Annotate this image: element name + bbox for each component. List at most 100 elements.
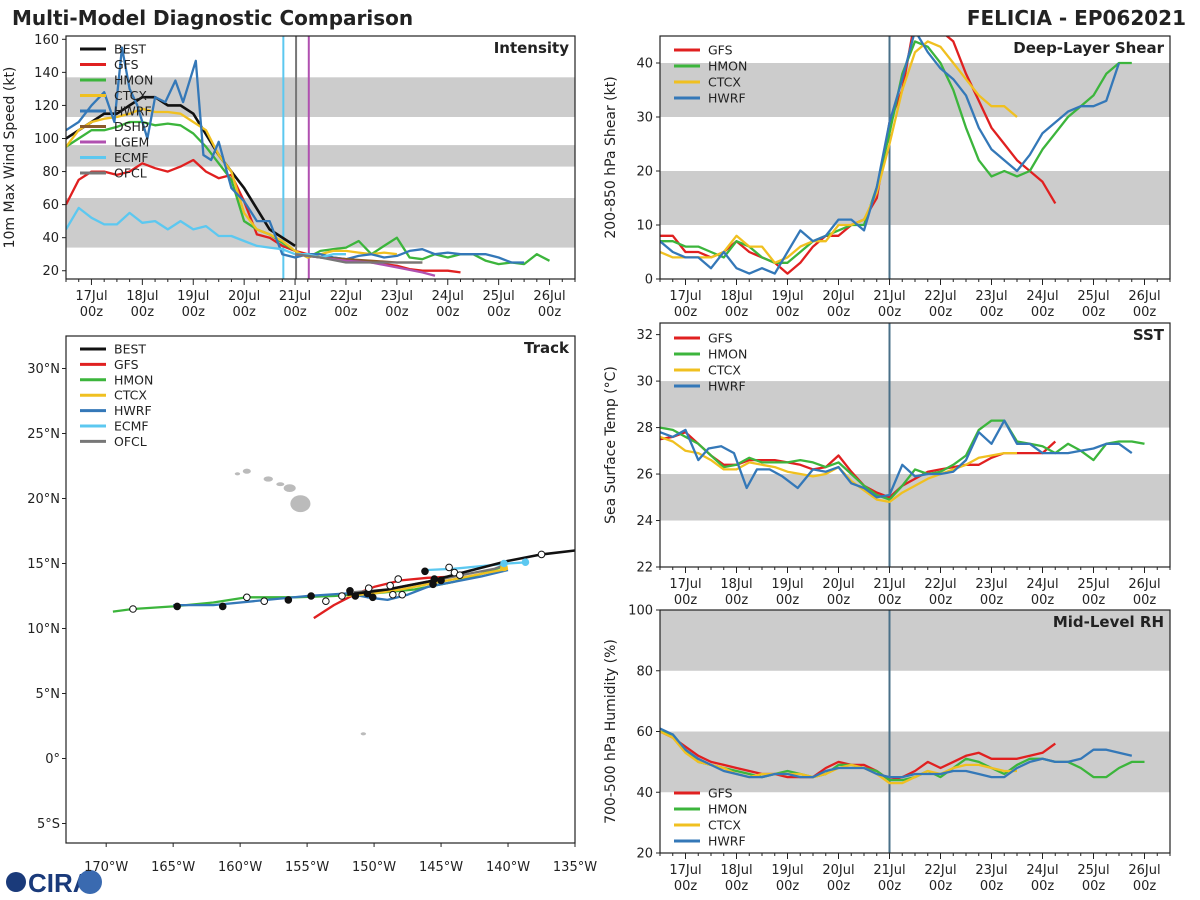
rh-title: Mid-Level RH — [1053, 613, 1164, 631]
rh-xtick-date-7: 24Jul — [1026, 863, 1058, 878]
sst-xtick-date-9: 26Jul — [1128, 577, 1160, 592]
track-point-5 — [284, 596, 293, 604]
intensity-xtick-date-9: 26Jul — [533, 289, 565, 304]
island-3 — [290, 495, 311, 513]
sst-legend-label-hwrf: HWRF — [708, 379, 746, 394]
rh-legend-label-gfs: GFS — [708, 786, 733, 801]
logo-storm-icon — [78, 870, 102, 894]
intensity-xtick-date-6: 23Jul — [381, 289, 413, 304]
intensity-ytick-label-3: 80 — [42, 165, 59, 180]
track-point-14 — [386, 581, 394, 590]
shear-series-hwrf — [660, 36, 1121, 275]
track-point-17 — [398, 590, 407, 599]
rh-xtick-date-1: 18Jul — [720, 863, 752, 878]
intensity-series-hwrf — [66, 46, 525, 264]
intensity-xtick-date-1: 18Jul — [126, 289, 158, 304]
intensity-xtick-date-5: 22Jul — [330, 289, 362, 304]
intensity-legend-label-hmon: HMON — [114, 73, 153, 88]
figure-title: Multi-Model Diagnostic Comparison — [12, 6, 413, 30]
shear-ylabel: 200-850 hPa Shear (kt) — [603, 76, 619, 238]
sst-ytick-label-3: 28 — [636, 421, 653, 436]
intensity-xtick-hour-7: 00z — [436, 305, 460, 320]
rh-xtick-date-6: 23Jul — [975, 863, 1007, 878]
track-point-4 — [260, 597, 269, 606]
sst-xtick-date-6: 23Jul — [975, 577, 1007, 592]
sst-xtick-date-1: 18Jul — [720, 577, 752, 592]
intensity-xtick-date-4: 21Jul — [279, 289, 311, 304]
intensity-xtick-hour-3: 00z — [232, 305, 256, 320]
island-0 — [263, 476, 273, 482]
sst-series-hmon — [660, 419, 1145, 501]
sst-legend-label-ctcx: CTCX — [708, 363, 741, 378]
rh-xtick-date-0: 17Jul — [669, 863, 701, 878]
intensity-xtick-hour-9: 00z — [538, 305, 562, 320]
shear-ytick-label-2: 20 — [636, 165, 653, 180]
intensity-legend-label-ecmf: ECMF — [114, 150, 149, 165]
intensity-plot-area — [66, 36, 575, 279]
shear-ytick-label-3: 30 — [636, 111, 653, 126]
sst-band-1 — [660, 381, 1170, 428]
intensity-ylabel: 10m Max Wind Speed (kt) — [2, 67, 18, 249]
rh-xtick-hour-7: 00z — [1031, 879, 1055, 894]
cira-logo: CIRA — [6, 868, 102, 898]
track-legend-label-hmon: HMON — [114, 372, 153, 387]
rh-ytick-label-3: 80 — [636, 664, 653, 679]
intensity-legend-label-ctcx: CTCX — [114, 88, 147, 103]
track-legend-label-ctcx: CTCX — [114, 388, 147, 403]
intensity-title: Intensity — [494, 39, 570, 57]
rh-xtick-date-9: 26Jul — [1128, 863, 1160, 878]
intensity-ytick-label-6: 140 — [34, 66, 59, 81]
rh-series-hwrf — [660, 727, 1133, 779]
track-point-1 — [173, 602, 181, 611]
rh-xtick-hour-8: 00z — [1082, 879, 1106, 894]
track-xtick-label-6: 140°W — [486, 860, 530, 875]
track-point-21 — [437, 576, 445, 585]
shear-xtick-date-5: 22Jul — [924, 289, 956, 304]
shear-xtick-date-3: 20Jul — [822, 289, 854, 304]
rh-legend-label-hmon: HMON — [708, 802, 747, 817]
shear-title: Deep-Layer Shear — [1013, 39, 1164, 57]
rh-xtick-hour-4: 00z — [878, 879, 902, 894]
track-ytick-label-7: 30°N — [27, 362, 60, 377]
intensity-ytick-label-5: 120 — [34, 99, 59, 114]
shear-series-ctcx — [660, 40, 1018, 264]
shear-legend-label-ctcx: CTCX — [708, 75, 741, 90]
track-legend-label-ofcl: OFCL — [114, 434, 147, 449]
shear-xtick-hour-5: 00z — [929, 305, 953, 320]
track-xtick-label-5: 145°W — [419, 860, 463, 875]
intensity-xtick-date-0: 17Jul — [75, 289, 107, 304]
shear-xtick-date-7: 24Jul — [1026, 289, 1058, 304]
shear-xtick-hour-4: 00z — [878, 305, 902, 320]
shear-xtick-hour-0: 00z — [674, 305, 698, 320]
shear-plot-area — [660, 36, 1170, 279]
rh-xtick-hour-0: 00z — [674, 879, 698, 894]
intensity-xtick-hour-8: 00z — [487, 305, 511, 320]
sst-ylabel: Sea Surface Temp (°C) — [603, 366, 619, 524]
track-point-8 — [338, 592, 346, 600]
rh-ytick-label-1: 40 — [636, 786, 653, 801]
sst-ytick-label-1: 24 — [636, 514, 653, 529]
intensity-legend-label-ofcl: OFCL — [114, 166, 147, 181]
rh-xtick-date-2: 19Jul — [771, 863, 803, 878]
track-point-3 — [243, 593, 251, 602]
track-xtick-label-0: 170°W — [84, 860, 128, 875]
track-point-20 — [430, 575, 439, 583]
track-xtick-label-7: 135°W — [553, 860, 597, 875]
sst-xtick-hour-2: 00z — [776, 593, 800, 608]
rh-ytick-label-2: 60 — [636, 725, 653, 740]
sst-xtick-hour-3: 00z — [827, 593, 851, 608]
sst-xtick-hour-7: 00z — [1031, 593, 1055, 608]
rh-xtick-hour-1: 00z — [725, 879, 749, 894]
rh-ytick-label-0: 20 — [636, 847, 653, 862]
track-point-7 — [322, 597, 330, 606]
sst-band-0 — [660, 474, 1170, 521]
shear-xtick-date-0: 17Jul — [669, 289, 701, 304]
rh-series-gfs — [660, 730, 1056, 782]
rh-xtick-hour-5: 00z — [929, 879, 953, 894]
sst-xtick-hour-4: 00z — [878, 593, 902, 608]
intensity-xtick-date-3: 20Jul — [228, 289, 260, 304]
intensity-xtick-hour-0: 00z — [80, 305, 104, 320]
intensity-legend-label-hwrf: HWRF — [114, 104, 152, 119]
sst-ytick-label-5: 32 — [636, 328, 653, 343]
